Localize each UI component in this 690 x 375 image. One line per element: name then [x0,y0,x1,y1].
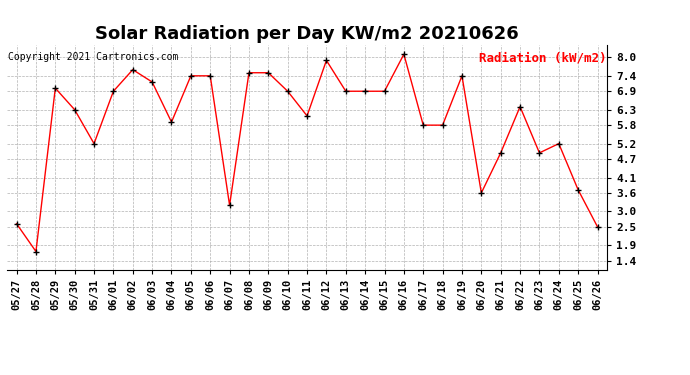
Text: Copyright 2021 Cartronics.com: Copyright 2021 Cartronics.com [8,52,178,62]
Text: Radiation (kW/m2): Radiation (kW/m2) [479,52,607,65]
Title: Solar Radiation per Day KW/m2 20210626: Solar Radiation per Day KW/m2 20210626 [95,26,519,44]
